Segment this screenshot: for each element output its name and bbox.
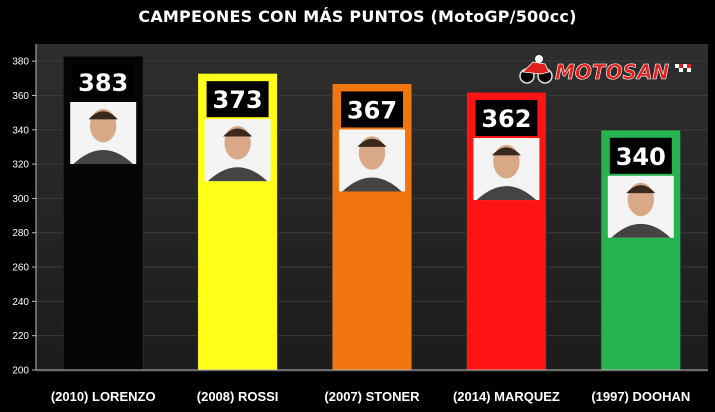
y-tick-label: 280 bbox=[12, 228, 29, 239]
x-category-label: (2014) MARQUEZ bbox=[453, 389, 560, 404]
y-tick-label: 340 bbox=[12, 125, 29, 136]
motosan-logo: MOTOSAN bbox=[519, 55, 691, 84]
checkered-flag-icon bbox=[675, 64, 691, 72]
value-label-box bbox=[206, 81, 269, 118]
x-category-label: (2010) LORENZO bbox=[51, 389, 156, 404]
value-label: 362 bbox=[481, 105, 531, 133]
y-tick-label: 220 bbox=[12, 331, 29, 342]
value-label: 373 bbox=[213, 86, 263, 114]
value-label-box bbox=[475, 100, 538, 137]
y-tick-label: 240 bbox=[12, 297, 29, 308]
y-tick-label: 380 bbox=[12, 57, 29, 68]
value-label-box bbox=[72, 64, 135, 101]
bar-group: 340 bbox=[600, 129, 682, 371]
value-label: 383 bbox=[78, 69, 128, 97]
y-tick-label: 200 bbox=[12, 366, 29, 377]
stoner-portrait bbox=[339, 129, 405, 192]
x-category-label: (1997) DOOHAN bbox=[591, 389, 690, 404]
chart-title: CAMPEONES CON MÁS PUNTOS (MotoGP/500cc) bbox=[138, 7, 577, 26]
logo-text: MOTOSAN bbox=[555, 60, 669, 84]
bar-group: 373 bbox=[197, 72, 279, 371]
marquez-portrait bbox=[473, 138, 540, 201]
x-category-label: (2008) ROSSI bbox=[197, 389, 279, 404]
value-label-box bbox=[341, 91, 403, 128]
y-tick-label: 360 bbox=[12, 91, 29, 102]
y-tick-label: 320 bbox=[12, 160, 29, 171]
y-tick-label: 260 bbox=[12, 263, 29, 274]
bar-group: 383 bbox=[62, 55, 144, 371]
lorenzo-portrait bbox=[70, 102, 137, 165]
value-label-box bbox=[609, 137, 672, 174]
x-category-label: (2007) STONER bbox=[324, 389, 420, 404]
value-label: 340 bbox=[616, 143, 666, 171]
rossi-portrait bbox=[204, 119, 271, 182]
bar bbox=[197, 72, 279, 371]
doohan-portrait bbox=[607, 175, 674, 238]
y-tick-label: 300 bbox=[12, 194, 29, 205]
value-label: 367 bbox=[347, 96, 397, 124]
motorcycle-rider-icon bbox=[519, 55, 553, 84]
bar-group: 367 bbox=[331, 82, 413, 371]
bar-group: 362 bbox=[465, 91, 547, 371]
